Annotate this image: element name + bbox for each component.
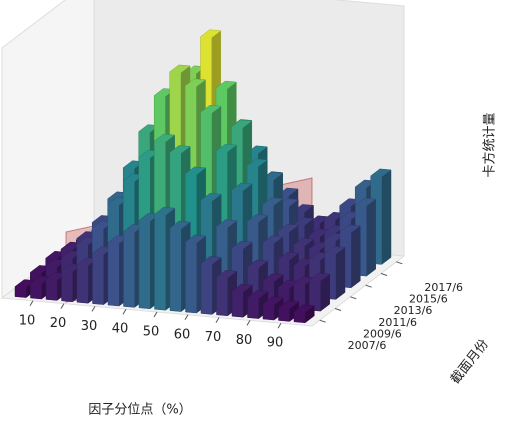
y-tick-label: 2015/6 bbox=[409, 293, 448, 306]
x-tick bbox=[246, 320, 251, 326]
x-tick bbox=[215, 317, 220, 323]
bar-side bbox=[366, 199, 376, 277]
x-tick bbox=[153, 311, 158, 318]
y-tick bbox=[350, 296, 357, 300]
x-tick-label: 60 bbox=[174, 327, 191, 342]
x-tick bbox=[277, 322, 282, 329]
bar-side bbox=[335, 247, 345, 300]
x-tick-label: 20 bbox=[50, 316, 67, 331]
y-tick-label: 2017/6 bbox=[424, 281, 463, 294]
x-tick bbox=[29, 300, 34, 307]
y-tick bbox=[396, 261, 403, 265]
x-tick-label: 90 bbox=[267, 336, 284, 351]
bar-side bbox=[320, 274, 330, 312]
y-tick-label: 2013/6 bbox=[394, 304, 433, 317]
x-tick bbox=[60, 303, 65, 309]
bar-side bbox=[305, 305, 315, 323]
x-tick-label: 70 bbox=[205, 330, 222, 345]
y-tick bbox=[380, 273, 388, 276]
y-tick-label: 2011/6 bbox=[378, 316, 417, 329]
x-tick-label: 80 bbox=[236, 333, 253, 348]
y-tick bbox=[334, 308, 342, 311]
x-axis-label: 因子分位点（%） bbox=[88, 403, 191, 418]
y-axis-label: 截面月份 bbox=[448, 337, 492, 387]
y-tick bbox=[365, 284, 372, 288]
bar-side bbox=[381, 169, 391, 265]
x-tick-label: 30 bbox=[81, 319, 98, 334]
x-tick bbox=[122, 308, 127, 315]
y-tick-label: 2007/6 bbox=[348, 339, 387, 352]
x-tick-label: 40 bbox=[112, 322, 129, 337]
x-tick bbox=[91, 306, 96, 312]
x-tick bbox=[184, 314, 189, 321]
z-axis-label: 卡方统计量 bbox=[482, 112, 498, 177]
x-tick-label: 10 bbox=[19, 313, 36, 328]
x-tick-label: 50 bbox=[143, 325, 160, 340]
y-tick bbox=[319, 319, 326, 323]
bar-side bbox=[351, 225, 361, 288]
y-tick-label: 2009/6 bbox=[363, 328, 402, 341]
